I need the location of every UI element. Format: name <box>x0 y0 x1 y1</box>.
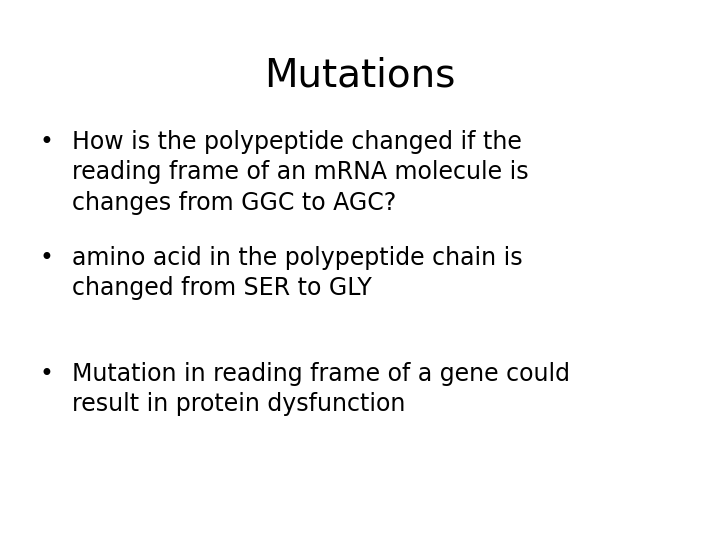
Text: •: • <box>40 362 53 386</box>
Text: •: • <box>40 246 53 269</box>
Text: Mutations: Mutations <box>264 57 456 94</box>
Text: •: • <box>40 130 53 153</box>
Text: How is the polypeptide changed if the
reading frame of an mRNA molecule is
chang: How is the polypeptide changed if the re… <box>72 130 528 215</box>
Text: Mutation in reading frame of a gene could
result in protein dysfunction: Mutation in reading frame of a gene coul… <box>72 362 570 416</box>
Text: amino acid in the polypeptide chain is
changed from SER to GLY: amino acid in the polypeptide chain is c… <box>72 246 523 300</box>
